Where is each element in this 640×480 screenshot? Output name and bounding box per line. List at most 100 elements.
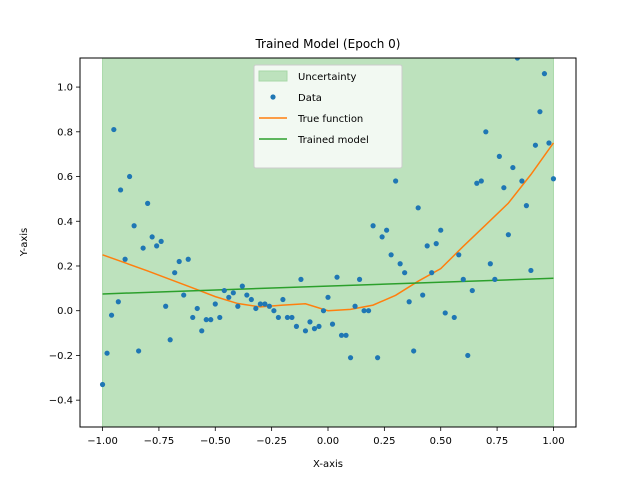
data-point (235, 303, 241, 309)
data-point (514, 58, 520, 61)
data-point (248, 296, 254, 303)
data-point (550, 176, 557, 182)
data-point (325, 294, 331, 300)
data-point (293, 323, 300, 329)
data-point (176, 258, 182, 265)
data-point (280, 296, 286, 303)
chart-title: Trained Model (Epoch 0) (254, 37, 400, 51)
x-tick-label: −1.00 (87, 436, 118, 447)
x-tick-label: 1.00 (542, 436, 564, 447)
data-point (99, 381, 106, 388)
data-point (370, 223, 376, 229)
data-point (478, 178, 484, 184)
data-point (194, 305, 200, 312)
data-point (131, 223, 137, 229)
y-tick-label: −0.2 (49, 351, 73, 362)
legend-label: Uncertainty (298, 72, 357, 83)
data-point (519, 178, 525, 184)
data-point (438, 227, 444, 233)
data-point (528, 267, 534, 274)
data-point (523, 203, 530, 209)
true-function-line (102, 142, 555, 312)
data-point (122, 256, 128, 262)
data-point (361, 308, 367, 314)
data-point (244, 292, 250, 298)
x-tick-label: 0.75 (486, 436, 508, 447)
data-point (388, 252, 394, 258)
data-point (406, 299, 412, 305)
y-tick-label: 0.8 (57, 127, 73, 138)
data-point (492, 276, 498, 282)
y-tick-label: 0.4 (57, 217, 73, 228)
legend-label: Data (298, 93, 322, 104)
data-point (154, 243, 160, 249)
data-point (501, 185, 507, 191)
data-point (284, 314, 291, 321)
data-point (298, 276, 304, 282)
data-point (127, 173, 133, 180)
data-point (356, 276, 363, 282)
data-point (199, 328, 205, 334)
legend-swatch-data (270, 94, 276, 100)
data-point (397, 261, 403, 267)
data-point (203, 317, 209, 323)
data-point (469, 287, 475, 294)
data-point (402, 270, 408, 276)
data-point (456, 252, 462, 258)
data-point (393, 178, 399, 184)
data-point (505, 232, 511, 238)
x-tick-label: 0.25 (373, 436, 395, 447)
data-point (451, 314, 457, 321)
data-point (208, 317, 214, 323)
data-point (352, 303, 358, 309)
data-point (347, 355, 354, 361)
y-tick-label: −0.4 (49, 396, 73, 407)
data-point (271, 308, 277, 314)
data-point (239, 283, 245, 289)
legend-label: True function (297, 114, 363, 125)
legend-swatch-uncertainty (258, 70, 288, 82)
data-point (541, 71, 548, 77)
data-point (253, 305, 259, 312)
data-point (117, 187, 124, 193)
data-point (111, 126, 117, 133)
data-point (221, 287, 227, 294)
y-axis-ticks: −0.4 −0.2 0.0 0.2 0.4 0.6 0.8 1.0 (49, 83, 80, 407)
data-point (379, 234, 385, 240)
data-point (532, 142, 539, 148)
data-point (365, 308, 372, 314)
data-point (212, 301, 218, 307)
data-point-layer (99, 58, 557, 427)
data-point (172, 270, 178, 276)
y-axis-label: Y-axis (19, 228, 30, 258)
y-tick-label: 0.0 (57, 306, 73, 317)
y-tick-label: 0.6 (57, 172, 73, 183)
data-point (487, 261, 493, 267)
data-point (115, 299, 121, 305)
data-point (163, 303, 169, 309)
line-layer (102, 142, 555, 312)
data-point (465, 352, 471, 359)
legend-label: Trained model (297, 135, 369, 146)
data-point (442, 310, 448, 316)
data-point (140, 245, 146, 251)
data-point (496, 153, 502, 159)
x-axis-ticks: −1.00 −0.75 −0.50 −0.25 0.00 0.25 0.50 0.75 1.00 (87, 427, 565, 447)
data-point (433, 241, 439, 247)
trained-model-line (102, 277, 554, 295)
data-point (262, 301, 268, 307)
data-point (320, 308, 327, 314)
data-point (266, 303, 272, 309)
data-point (411, 348, 417, 354)
x-tick-label: −0.25 (256, 436, 287, 447)
data-point (329, 321, 336, 327)
data-point (474, 180, 480, 186)
data-point (307, 319, 313, 325)
data-point (316, 323, 322, 329)
data-point (167, 337, 173, 343)
data-point (546, 140, 552, 146)
data-point (108, 312, 115, 318)
data-point (302, 328, 309, 334)
data-point (510, 164, 516, 171)
data-point (375, 355, 381, 361)
